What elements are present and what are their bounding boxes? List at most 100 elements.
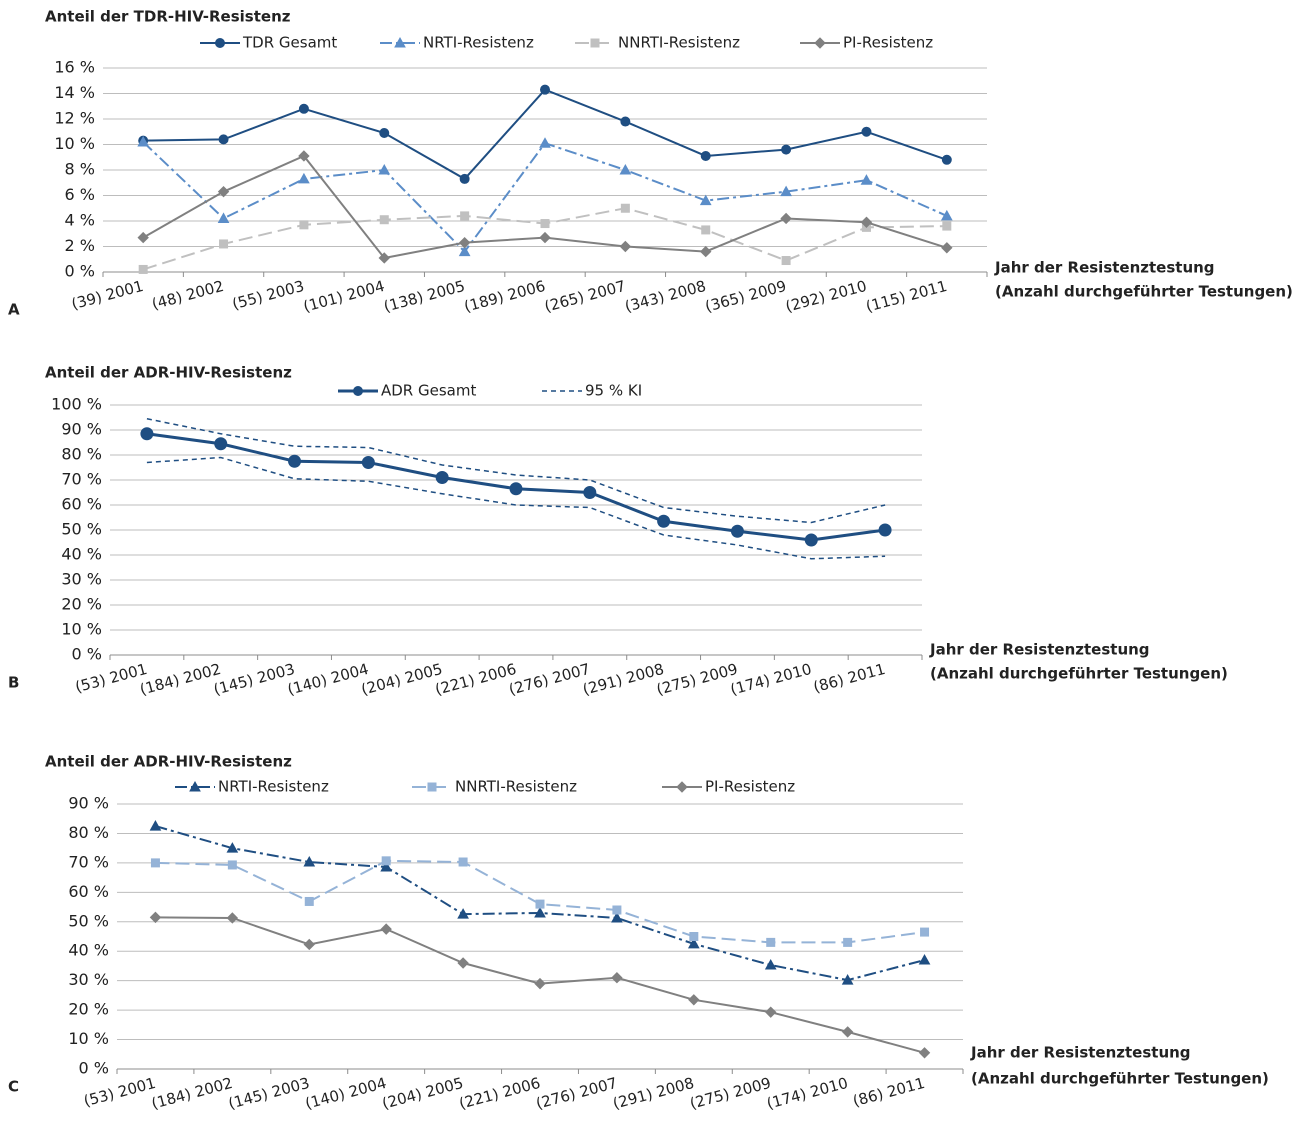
- y-tick-label: 30 %: [61, 570, 102, 589]
- x-tick-label: (204) 2005: [380, 1074, 465, 1113]
- marker: [804, 533, 818, 547]
- x-axis-label: Jahr der Resistenztestung: [970, 1044, 1191, 1062]
- marker: [288, 454, 302, 468]
- marker: [217, 185, 230, 198]
- y-tick-label: 20 %: [61, 595, 102, 614]
- y-tick-label: 0 %: [65, 262, 95, 281]
- chart-title: Anteil der ADR-HIV-Resistenz: [45, 753, 292, 771]
- marker: [458, 245, 471, 257]
- x-tick-label: (204) 2005: [359, 660, 444, 699]
- y-tick-label: 70 %: [68, 852, 109, 871]
- marker: [226, 912, 239, 924]
- marker: [217, 212, 230, 223]
- x-tick-label: (291) 2008: [581, 660, 666, 699]
- x-tick-label: (140) 2004: [285, 660, 370, 699]
- marker: [699, 194, 712, 206]
- y-tick-label: 12 %: [54, 109, 95, 128]
- ci-line: [146, 456, 886, 560]
- marker: [457, 957, 469, 969]
- marker: [149, 820, 162, 831]
- marker: [620, 116, 631, 127]
- marker: [843, 937, 853, 947]
- marker: [218, 134, 229, 145]
- marker: [860, 216, 873, 228]
- x-tick-label: (343) 2008: [623, 277, 708, 316]
- y-tick-label: 30 %: [68, 970, 109, 989]
- series-line: [143, 88, 948, 181]
- marker: [298, 103, 309, 114]
- x-tick-label: (275) 2009: [655, 660, 740, 699]
- x-tick-label: (276) 2007: [534, 1074, 619, 1113]
- x-tick-label: (184) 2002: [138, 660, 223, 699]
- marker: [458, 857, 468, 867]
- chart-title: Anteil der ADR-HIV-Resistenz: [45, 364, 292, 382]
- legend-marker: [353, 386, 363, 396]
- marker: [841, 1026, 854, 1038]
- marker: [380, 923, 392, 935]
- marker: [920, 927, 930, 937]
- marker: [941, 154, 952, 165]
- marker: [730, 524, 744, 538]
- marker: [940, 209, 953, 221]
- legend-label: PI-Resistenz: [705, 778, 795, 796]
- y-tick-label: 80 %: [61, 445, 102, 464]
- x-tick-label: (138) 2005: [382, 277, 467, 316]
- y-tick-label: 10 %: [54, 134, 95, 153]
- marker: [781, 256, 791, 266]
- x-tick-label: (221) 2006: [433, 660, 518, 699]
- chart-title: Anteil der TDR-HIV-Resistenz: [45, 8, 291, 26]
- legend-marker: [814, 37, 826, 49]
- x-tick-label: (101) 2004: [301, 277, 386, 316]
- marker: [780, 212, 792, 225]
- x-tick-label: (221) 2006: [457, 1074, 542, 1113]
- x-tick-label: (55) 2003: [230, 277, 306, 313]
- marker: [611, 911, 623, 923]
- y-tick-label: 100 %: [51, 395, 102, 414]
- marker: [381, 856, 391, 866]
- marker: [941, 242, 953, 254]
- legend-marker: [427, 782, 437, 792]
- legend-marker: [394, 36, 406, 48]
- x-tick-label: (53) 2001: [82, 1074, 158, 1110]
- marker: [219, 239, 229, 249]
- marker: [540, 84, 550, 95]
- marker: [509, 482, 523, 496]
- marker: [535, 899, 545, 909]
- marker: [227, 860, 237, 870]
- y-tick-label: 40 %: [68, 941, 109, 960]
- x-tick-label: (86) 2011: [851, 1074, 927, 1110]
- marker: [701, 225, 711, 235]
- marker: [539, 137, 551, 148]
- marker: [780, 185, 792, 197]
- y-tick-label: 10 %: [61, 620, 102, 639]
- marker: [700, 150, 711, 161]
- marker: [298, 172, 310, 184]
- marker: [765, 1006, 777, 1018]
- x-tick-label: (174) 2010: [765, 1074, 850, 1113]
- marker: [379, 215, 389, 225]
- marker: [688, 994, 700, 1006]
- marker: [137, 231, 149, 244]
- marker: [612, 905, 622, 915]
- marker: [534, 906, 546, 918]
- ci-line: [146, 418, 886, 524]
- x-tick-label: (145) 2003: [226, 1074, 311, 1113]
- marker: [781, 144, 792, 155]
- y-tick-label: 20 %: [68, 1000, 109, 1019]
- marker: [841, 974, 854, 985]
- x-tick-label: (265) 2007: [542, 277, 627, 316]
- marker: [299, 220, 309, 230]
- marker: [764, 959, 777, 970]
- marker: [379, 128, 390, 139]
- marker: [298, 150, 310, 162]
- x-tick-label: (291) 2008: [611, 1074, 696, 1113]
- panel-label: C: [8, 1078, 19, 1096]
- marker: [214, 437, 228, 451]
- x-tick-label: (145) 2003: [212, 660, 297, 699]
- marker: [540, 219, 550, 229]
- y-tick-label: 60 %: [61, 495, 102, 514]
- x-tick-label: (174) 2010: [728, 660, 813, 699]
- legend-label: NNRTI-Resistenz: [455, 778, 577, 796]
- x-tick-label: (292) 2010: [784, 277, 869, 316]
- marker: [619, 163, 632, 175]
